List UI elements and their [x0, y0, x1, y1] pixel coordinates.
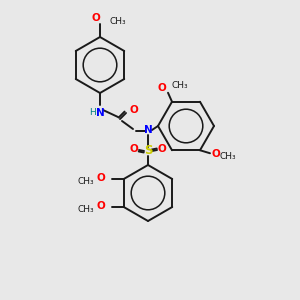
- Text: H: H: [90, 108, 96, 117]
- Text: CH₃: CH₃: [171, 81, 188, 90]
- Text: CH₃: CH₃: [77, 178, 94, 187]
- Text: O: O: [129, 105, 138, 115]
- Text: O: O: [96, 201, 105, 211]
- Text: O: O: [158, 83, 166, 93]
- Text: O: O: [212, 149, 221, 159]
- Text: CH₃: CH₃: [220, 152, 237, 161]
- Text: CH₃: CH₃: [77, 206, 94, 214]
- Text: CH₃: CH₃: [110, 16, 127, 26]
- Text: O: O: [158, 144, 166, 154]
- Text: O: O: [96, 173, 105, 183]
- Text: N: N: [144, 125, 152, 135]
- Text: O: O: [92, 13, 100, 23]
- Text: O: O: [130, 144, 138, 154]
- Text: S: S: [144, 145, 152, 158]
- Text: N: N: [96, 108, 104, 118]
